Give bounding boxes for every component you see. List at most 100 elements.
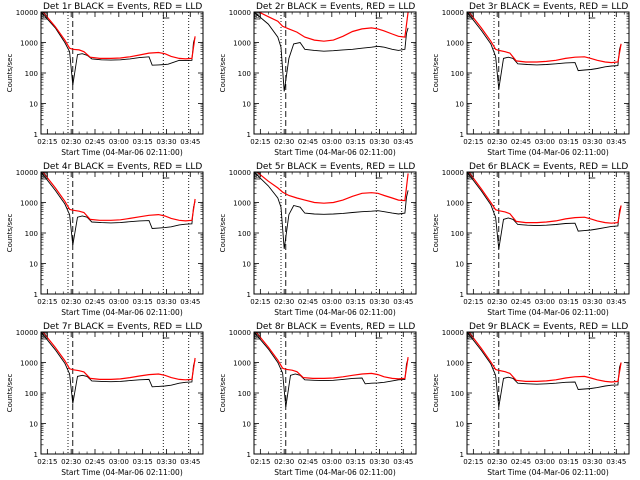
series-line-events [41, 172, 196, 246]
panel-det-9: Det 9r BLACK = Events, RED = LLD Counts/s… [432, 322, 630, 477]
series-line-events [254, 332, 409, 407]
x-tick-label: 03:30 [582, 298, 602, 306]
corner-mark-box [467, 332, 474, 340]
plot-frame [40, 171, 204, 295]
corner-mark-left: B [469, 14, 473, 20]
y-tick-label: 1 [460, 291, 464, 299]
x-tick-label: 02:30 [61, 138, 81, 146]
panel-det-1: Det 1r BLACK = Events, RED = LLD Counts/s… [6, 2, 204, 157]
series-line-lld [468, 172, 622, 224]
x-axis-label: Start Time (04-Mar-06 02:11:00) [487, 148, 609, 157]
plot-frame [466, 331, 630, 455]
y-axis-label: Counts/sec [6, 374, 14, 413]
x-tick-label: 03:30 [156, 298, 176, 306]
y-tick-label: 1000 [20, 360, 38, 368]
panel-title: Det 7r BLACK = Events, RED = LLD [43, 322, 202, 332]
x-tick-label: 03:45 [393, 138, 413, 146]
y-tick-label: 1000 [446, 200, 464, 208]
y-tick-label: 10000 [229, 169, 251, 177]
x-tick-label: 03:00 [535, 138, 555, 146]
x-tick-label: 03:00 [109, 298, 129, 306]
y-tick-label: 1000 [233, 40, 251, 48]
y-tick-label: 10000 [229, 9, 251, 17]
x-tick-label: 02:45 [85, 138, 105, 146]
y-tick-label: 10000 [229, 329, 251, 337]
y-tick-label: 1000 [446, 360, 464, 368]
plot-frame [466, 11, 630, 135]
x-axis-label: Start Time (04-Mar-06 02:11:00) [61, 148, 183, 157]
y-tick-label: 100 [25, 70, 38, 78]
panel-title: Det 8r BLACK = Events, RED = LLD [256, 322, 415, 332]
x-tick-label: 02:45 [511, 298, 531, 306]
series-line-events [41, 332, 196, 404]
y-tick-label: 1000 [20, 40, 38, 48]
x-tick-label: 03:30 [582, 138, 602, 146]
series-line-events [254, 12, 409, 92]
corner-mark-box [467, 12, 474, 20]
x-tick-label: 03:30 [369, 458, 389, 466]
x-tick-label: 03:00 [109, 458, 129, 466]
corner-mark-box [254, 332, 261, 340]
x-tick-label: 02:15 [250, 298, 270, 306]
x-tick-label: 03:15 [559, 458, 579, 466]
y-tick-label: 1 [34, 451, 38, 459]
series-line-lld [256, 172, 409, 204]
series-line-lld [257, 12, 409, 42]
panel-title: Det 1r BLACK = Events, RED = LLD [43, 2, 202, 12]
y-tick-label: 10 [29, 101, 38, 109]
panel-det-4: Det 4r BLACK = Events, RED = LLD Counts/s… [6, 162, 204, 317]
y-tick-label: 10 [455, 261, 464, 269]
x-tick-label: 02:15 [463, 458, 483, 466]
x-axis-label: Start Time (04-Mar-06 02:11:00) [61, 308, 183, 317]
x-tick-label: 03:15 [133, 298, 153, 306]
y-tick-label: 10 [29, 261, 38, 269]
x-tick-label: 03:30 [582, 458, 602, 466]
y-tick-label: 100 [238, 230, 251, 238]
panel-title: Det 2r BLACK = Events, RED = LLD [256, 2, 415, 12]
corner-mark-box [41, 172, 48, 180]
x-tick-label: 03:15 [559, 138, 579, 146]
y-tick-label: 10 [242, 101, 251, 109]
plot-frame [253, 331, 417, 455]
y-tick-label: 10000 [16, 329, 38, 337]
x-tick-label: 02:30 [487, 138, 507, 146]
panel-title: Det 3r BLACK = Events, RED = LLD [469, 2, 628, 12]
y-tick-label: 1 [460, 131, 464, 139]
y-axis-label: Counts/sec [219, 214, 227, 253]
x-tick-label: 02:15 [37, 138, 57, 146]
y-tick-label: 10000 [442, 169, 464, 177]
x-tick-label: 02:15 [37, 298, 57, 306]
x-axis-label: Start Time (04-Mar-06 02:11:00) [487, 308, 609, 317]
panel-det-8: Det 8r BLACK = Events, RED = LLD Counts/s… [219, 322, 417, 477]
x-tick-label: 03:45 [393, 458, 413, 466]
y-tick-label: 100 [451, 230, 464, 238]
x-tick-label: 03:15 [346, 298, 366, 306]
series-line-lld [468, 332, 622, 383]
series-line-lld [468, 12, 622, 64]
x-tick-label: 02:45 [511, 458, 531, 466]
corner-mark-box [41, 12, 48, 20]
y-tick-label: 10000 [16, 9, 38, 17]
y-tick-label: 100 [451, 70, 464, 78]
x-tick-label: 02:45 [85, 298, 105, 306]
x-tick-label: 02:15 [250, 138, 270, 146]
y-axis-label: Counts/sec [219, 54, 227, 93]
x-tick-label: 03:00 [109, 138, 129, 146]
x-tick-label: 02:45 [511, 138, 531, 146]
y-tick-label: 1 [247, 291, 251, 299]
y-tick-label: 10 [242, 261, 251, 269]
panel-det-6: Det 6r BLACK = Events, RED = LLD Counts/s… [432, 162, 630, 317]
y-axis-label: Counts/sec [432, 54, 440, 93]
corner-mark-left: B [43, 14, 47, 20]
y-tick-label: 1 [460, 451, 464, 459]
x-tick-label: 02:15 [250, 458, 270, 466]
panel-det-2: Det 2r BLACK = Events, RED = LLD Counts/s… [219, 2, 417, 157]
corner-mark-box [467, 172, 474, 180]
corner-mark-left: B [256, 14, 260, 20]
x-tick-label: 03:00 [322, 458, 342, 466]
x-tick-label: 02:45 [298, 138, 318, 146]
corner-mark-left: B [43, 334, 47, 340]
x-tick-label: 02:45 [298, 458, 318, 466]
y-tick-label: 10 [242, 421, 251, 429]
